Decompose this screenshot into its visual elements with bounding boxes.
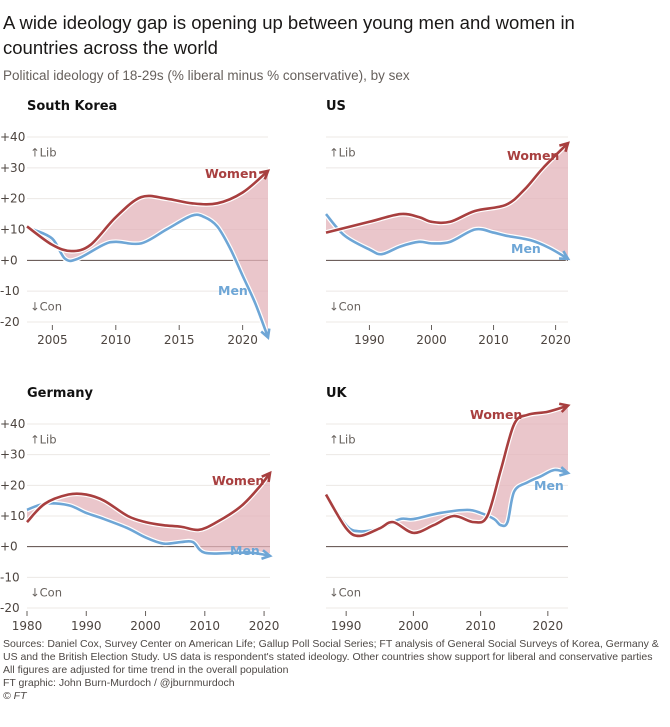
credit: FT graphic: John Burn-Murdoch / @jburnmu… bbox=[3, 677, 235, 689]
x-tick-label: 2000 bbox=[398, 619, 429, 633]
gap-area bbox=[27, 170, 268, 338]
con-label: ↓Con bbox=[30, 300, 62, 314]
women-line bbox=[26, 472, 272, 532]
y-tick-label: +0 bbox=[0, 540, 18, 554]
y-tick-label: +40 bbox=[0, 417, 25, 431]
panel-south-korea: South Korea +40 +30 +20 +10 +0 -10 -20 ↑Lib ↓Con 2… bbox=[0, 99, 271, 347]
x-tick-label: 2010 bbox=[190, 619, 221, 633]
women-arrowhead bbox=[558, 141, 570, 153]
y-tick-label: +10 bbox=[0, 223, 25, 237]
men-line bbox=[324, 468, 569, 533]
panel-title: Germany bbox=[27, 386, 93, 401]
x-tick-label: 2000 bbox=[416, 333, 447, 347]
lib-label: ↑Lib bbox=[329, 145, 356, 159]
copyright: © FT bbox=[3, 690, 27, 702]
con-label: ↓Con bbox=[30, 586, 62, 600]
men-line bbox=[26, 502, 271, 558]
panel-germany: Germany +40 +30 +20 +10 +0 -10 -20 ↑Lib ↓Con 1980 1… bbox=[0, 386, 279, 633]
lib-label: ↑Lib bbox=[30, 432, 57, 446]
y-tick-label: +10 bbox=[0, 509, 25, 523]
x-tick-label: 2015 bbox=[164, 333, 195, 347]
y-tick-label: +20 bbox=[0, 192, 25, 206]
x-tick-label: 1990 bbox=[71, 619, 102, 633]
y-tick-label: +30 bbox=[0, 161, 25, 175]
women-line bbox=[324, 404, 569, 538]
panel-us: US ↑Lib ↓Con 1990 2000 2010 2020 Women Men bbox=[324, 99, 571, 347]
gap-area bbox=[326, 405, 568, 536]
gap-area bbox=[326, 143, 568, 259]
sources-note: Sources: Daniel Cox, Survey Center on Am… bbox=[3, 638, 659, 663]
women-label: Women bbox=[470, 407, 522, 422]
lib-label: ↑Lib bbox=[329, 432, 356, 446]
y-tick-label: +40 bbox=[0, 130, 25, 144]
x-tick-label: 1990 bbox=[354, 333, 385, 347]
men-label: Men bbox=[218, 283, 248, 298]
women-label: Women bbox=[507, 148, 559, 163]
gap-area bbox=[27, 473, 270, 556]
con-label: ↓Con bbox=[329, 300, 361, 314]
men-arrowhead bbox=[260, 328, 271, 340]
chart-title: A wide ideology gap is opening up betwee… bbox=[3, 12, 575, 58]
panel-title: UK bbox=[326, 386, 348, 401]
chart-subtitle: Political ideology of 18-29s (% liberal … bbox=[3, 68, 410, 83]
x-tick-label: 2020 bbox=[249, 619, 280, 633]
y-tick-label: -20 bbox=[0, 315, 20, 329]
lib-label: ↑Lib bbox=[30, 145, 57, 159]
women-line bbox=[325, 142, 569, 234]
women-line bbox=[26, 169, 269, 253]
x-tick-label: 2000 bbox=[130, 619, 161, 633]
women-arrowhead bbox=[558, 402, 571, 413]
chart-footer: Sources: Daniel Cox, Survey Center on Am… bbox=[3, 638, 665, 703]
panel-uk: UK ↑Lib ↓Con 1990 2000 2010 2020 Women Men bbox=[323, 386, 571, 633]
men-label: Men bbox=[230, 543, 260, 558]
y-tick-label: +0 bbox=[0, 253, 18, 267]
men-arrowhead bbox=[558, 250, 571, 261]
women-label: Women bbox=[205, 166, 257, 181]
men-label: Men bbox=[511, 241, 541, 256]
x-tick-label: 1980 bbox=[12, 619, 43, 633]
x-tick-label: 2010 bbox=[465, 619, 496, 633]
chart-header: A wide ideology gap is opening up betwee… bbox=[3, 10, 653, 84]
x-tick-label: 2020 bbox=[227, 333, 258, 347]
y-tick-label: +30 bbox=[0, 448, 25, 462]
panel-title: US bbox=[326, 99, 346, 114]
x-tick-label: 2010 bbox=[478, 333, 509, 347]
x-tick-label: 2005 bbox=[37, 333, 68, 347]
x-tick-label: 2010 bbox=[101, 333, 132, 347]
panel-title: South Korea bbox=[27, 99, 117, 114]
y-tick-label: +20 bbox=[0, 478, 25, 492]
men-line bbox=[32, 213, 270, 338]
men-line bbox=[324, 213, 569, 260]
y-tick-label: -10 bbox=[0, 570, 20, 584]
women-label: Women bbox=[212, 473, 264, 488]
men-arrowhead bbox=[261, 549, 273, 561]
y-tick-label: -10 bbox=[0, 284, 20, 298]
women-arrowhead bbox=[258, 169, 271, 180]
x-tick-label: 2020 bbox=[533, 619, 564, 633]
y-tick-label: -20 bbox=[0, 601, 20, 615]
x-tick-label: 1990 bbox=[331, 619, 362, 633]
x-tick-label: 2020 bbox=[540, 333, 571, 347]
women-arrowhead bbox=[261, 470, 272, 483]
adjustment-note: All figures are adjusted for time trend … bbox=[3, 664, 289, 676]
men-arrowhead bbox=[558, 466, 571, 477]
men-label: Men bbox=[534, 478, 564, 493]
con-label: ↓Con bbox=[329, 586, 361, 600]
